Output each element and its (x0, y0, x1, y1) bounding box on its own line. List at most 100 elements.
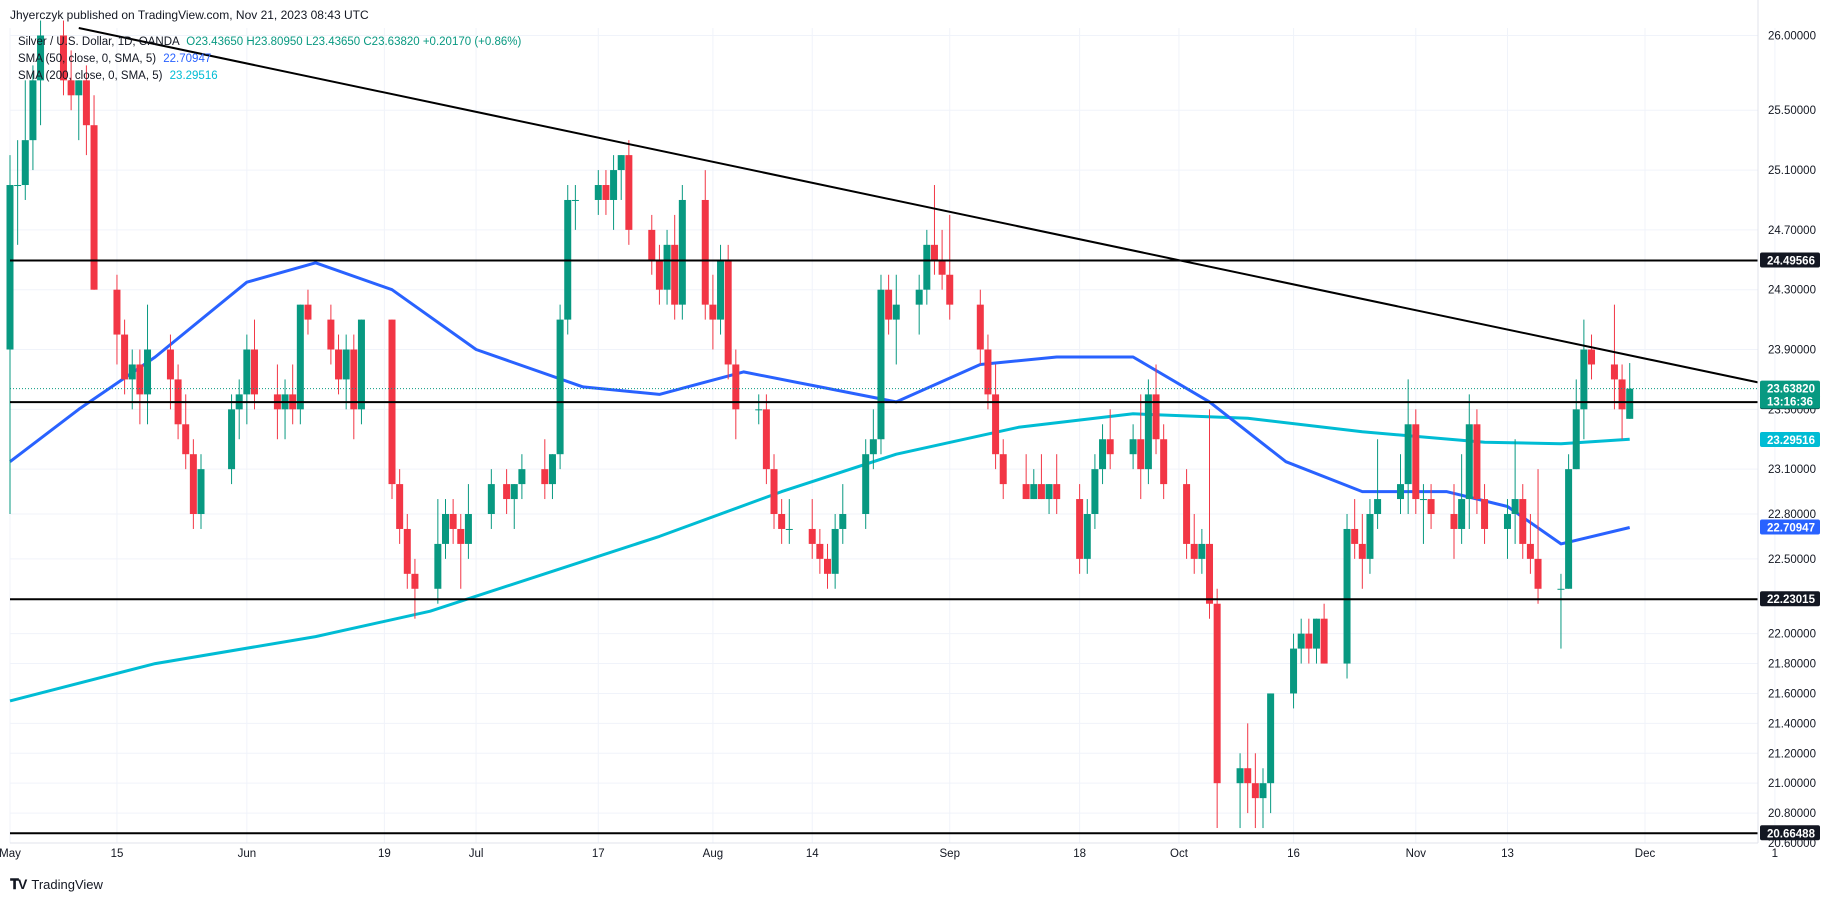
candle-body (655, 259, 663, 290)
candle-body (1397, 484, 1405, 500)
legend: Silver / U.S. Dollar, 1D, OANDA O23.4365… (18, 34, 521, 85)
candle (1626, 363, 1634, 419)
candle (59, 20, 67, 96)
candle (655, 244, 663, 305)
candle (1053, 454, 1061, 515)
candle-body (327, 319, 335, 350)
candle-body (946, 274, 954, 305)
candle-body (571, 199, 579, 201)
candle-body (1083, 514, 1091, 559)
candle (671, 214, 679, 320)
axes: 26.00000 25.50000 25.10000 24.70000 24.30000… (0, 0, 1816, 860)
legend-sma50-label: SMA (50, close, 0, SMA, 5) (18, 53, 157, 65)
candle-body (121, 334, 129, 380)
candle (1259, 768, 1267, 829)
x-tick-label: 17 (592, 848, 605, 860)
legend-ohlc: O23.43650 H23.80950 L23.43650 C23.63820 … (186, 36, 522, 48)
candle (984, 334, 992, 410)
candle-body (1091, 469, 1099, 515)
candle-body (1473, 424, 1481, 500)
candles (6, 20, 1634, 829)
candle-body (1190, 543, 1198, 559)
candle (976, 289, 984, 365)
candle (1450, 484, 1458, 559)
candle (243, 334, 251, 425)
candle (182, 394, 190, 470)
y-tick-label: 25.50000 (1768, 105, 1816, 117)
price-badges: 24.4956623.5482622.2301520.6648823.29516… (1760, 252, 1820, 841)
candle (487, 469, 495, 529)
candle-body (1626, 388, 1634, 419)
tradingview-logo[interactable]: 𝐓V TradingView (10, 876, 103, 893)
sma200-badge-bg (1760, 431, 1820, 447)
candle (1144, 379, 1152, 485)
candle (1083, 499, 1091, 574)
candle-body (625, 155, 633, 230)
candle (1305, 618, 1313, 664)
candle (923, 229, 931, 305)
legend-symbol[interactable]: Silver / U.S. Dollar, 1D, OANDA (18, 36, 180, 48)
candle-body (144, 349, 152, 395)
candle (1481, 484, 1489, 544)
candle (166, 334, 174, 410)
candle-body (296, 304, 304, 410)
candle (121, 319, 129, 395)
x-tick-label: Dec (1635, 848, 1656, 860)
candle-body (1458, 499, 1466, 529)
candle (434, 499, 442, 604)
candle (503, 469, 511, 515)
candle (717, 244, 725, 335)
candle-body (59, 35, 67, 81)
candle (808, 499, 816, 559)
candle (999, 439, 1007, 500)
candle (327, 304, 335, 365)
level-badge-text: 20.66488 (1767, 828, 1816, 840)
candle (594, 170, 602, 215)
candle-body (816, 543, 824, 559)
candle (1152, 364, 1160, 455)
candle (1534, 469, 1542, 604)
candle (1312, 618, 1320, 664)
candle (556, 304, 564, 470)
candle (862, 439, 870, 529)
y-tick-label: 24.70000 (1768, 225, 1816, 237)
candle-body (1244, 768, 1252, 784)
candle (762, 394, 770, 485)
candle (541, 439, 549, 500)
candle-body (938, 259, 946, 275)
candle (1290, 633, 1298, 709)
candle-body (1534, 558, 1542, 589)
candle-body (762, 409, 770, 470)
candle (1511, 439, 1519, 544)
tradingview-brand: TradingView (31, 877, 103, 892)
candle (1129, 424, 1137, 470)
candle-body (1351, 528, 1359, 544)
y-tick-label: 20.80000 (1768, 808, 1816, 820)
candle-body (1267, 693, 1275, 784)
candle-body (1358, 543, 1366, 559)
candle (518, 454, 526, 500)
y-tick-label: 21.00000 (1768, 778, 1816, 790)
candle-body (1022, 484, 1030, 500)
candle-body (1374, 499, 1382, 515)
candle-body (808, 528, 816, 544)
legend-sma50-row[interactable]: SMA (50, close, 0, SMA, 5) 22.70947 (18, 51, 521, 68)
candle-body (1053, 484, 1061, 500)
candle-body (1312, 618, 1320, 649)
candle (992, 364, 1000, 470)
legend-sma200-value: 23.29516 (169, 70, 218, 82)
candle (335, 334, 343, 395)
legend-sma200-row[interactable]: SMA (200, close, 0, SMA, 5) 23.29516 (18, 68, 521, 85)
candle (1473, 409, 1481, 515)
candle (1351, 499, 1359, 559)
level-badge-text: 24.49566 (1767, 255, 1815, 267)
candle-body (1137, 439, 1145, 470)
x-tick-label: 1 (1772, 848, 1778, 860)
candle-body (992, 394, 1000, 455)
candle (877, 274, 885, 455)
candle-body (755, 409, 763, 411)
candle-body (617, 155, 625, 171)
candle (75, 80, 83, 141)
candle-body (6, 185, 14, 350)
